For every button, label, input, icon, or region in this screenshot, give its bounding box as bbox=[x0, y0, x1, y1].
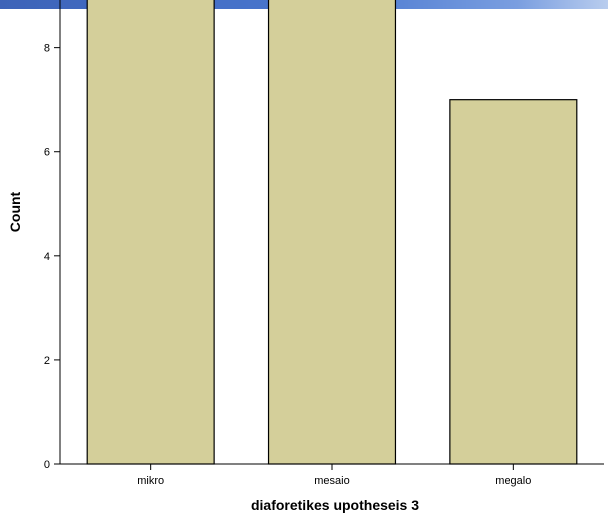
y-tick-label: 2 bbox=[44, 355, 50, 367]
x-axis-title: diaforetikes upotheseis 3 bbox=[251, 497, 419, 513]
y-tick-label: 8 bbox=[44, 43, 50, 55]
bars-layer bbox=[86, 0, 578, 465]
y-tick-label: 0 bbox=[44, 459, 50, 471]
x-tick-label: mesaio bbox=[314, 475, 349, 487]
bar-mesaio bbox=[267, 0, 397, 465]
y-tick-label: 6 bbox=[44, 147, 50, 159]
bar-megalo bbox=[449, 99, 578, 465]
x-tick-label: mikro bbox=[137, 475, 164, 487]
x-tick-label: megalo bbox=[495, 475, 531, 487]
ticks-layer: mikro mesaio megalo 0 2 4 6 8 bbox=[44, 43, 531, 487]
bar-mikro bbox=[86, 0, 215, 465]
y-tick-label: 4 bbox=[44, 251, 50, 263]
y-axis-title: Count bbox=[7, 191, 23, 232]
